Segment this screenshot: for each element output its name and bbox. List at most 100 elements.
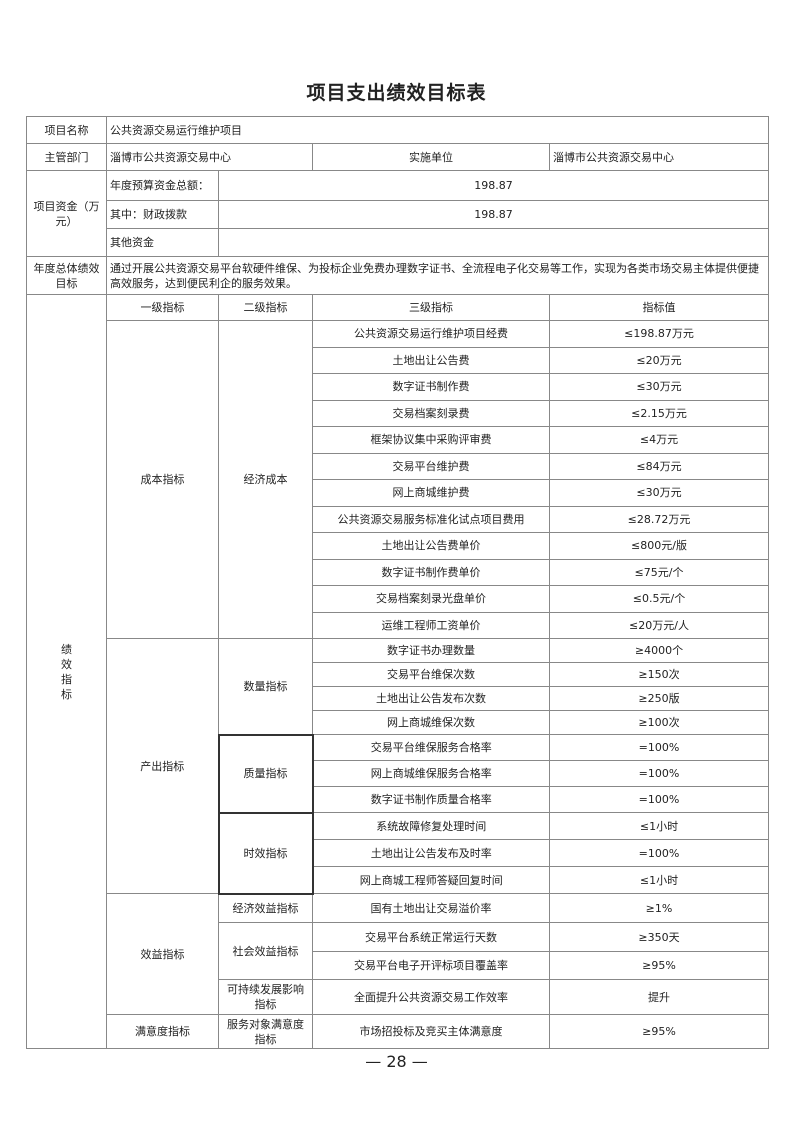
level3-indicator: 公共资源交易服务标准化试点项目费用 xyxy=(312,505,550,533)
dept-label: 主管部门 xyxy=(26,143,107,171)
level3-indicator: 网上商城工程师答疑回复时间 xyxy=(312,866,550,894)
level2-indicator: 经济效益指标 xyxy=(218,893,313,923)
level2-indicator: 可持续发展影响指标 xyxy=(218,979,313,1015)
indicator-row: 网上商城维保服务合格率 =100% xyxy=(27,760,769,787)
impl-label: 实施单位 xyxy=(312,143,550,171)
level2-indicator: 社会效益指标 xyxy=(218,922,313,980)
dept-value: 淄博市公共资源交易中心 xyxy=(106,143,313,171)
indicator-row: 框架协议集中采购评审费 ≤4万元 xyxy=(27,426,769,454)
indicator-value: ≤20万元 xyxy=(549,346,769,374)
level3-indicator: 交易档案刻录费 xyxy=(312,399,550,427)
level1-indicator: 产出指标 xyxy=(106,638,219,894)
indicator-row: 交易档案刻录费 ≤2.15万元 xyxy=(27,399,769,427)
indicator-value: =100% xyxy=(549,786,769,813)
indicators-label: 绩效指标 xyxy=(26,294,107,1049)
indicator-value: ≤198.87万元 xyxy=(549,320,769,348)
level3-indicator: 网上商城维护费 xyxy=(312,479,550,507)
indicator-row: 网上商城维护费 ≤30万元 xyxy=(27,479,769,507)
indicator-row: 数字证书制作费 ≤30万元 xyxy=(27,373,769,401)
indicator-value: ≤4万元 xyxy=(549,426,769,454)
indicator-row: 可持续发展影响指标 全面提升公共资源交易工作效率 提升 xyxy=(27,979,769,1015)
level3-indicator: 数字证书制作质量合格率 xyxy=(312,786,550,813)
level2-indicator: 经济成本 xyxy=(218,320,313,639)
level3-indicator: 交易平台系统正常运行天数 xyxy=(312,922,550,952)
page-title: 项目支出绩效目标表 xyxy=(306,82,487,104)
indicator-row: 土地出让公告发布次数 ≥250版 xyxy=(27,686,769,711)
indicator-value: ≥150次 xyxy=(549,662,769,687)
goal-label: 年度总体绩效目标 xyxy=(26,256,107,295)
level3-indicator: 交易平台电子开评标项目覆盖率 xyxy=(312,951,550,980)
indicator-row: 土地出让公告费 ≤20万元 xyxy=(27,346,769,374)
indicator-row: 效益指标 经济效益指标 国有土地出让交易溢价率 ≥1% xyxy=(27,893,769,1015)
level3-indicator: 交易平台维护费 xyxy=(312,452,550,480)
indicator-value: ≤30万元 xyxy=(549,479,769,507)
indicator-row: 社会效益指标 交易平台系统正常运行天数 ≥350天 xyxy=(27,922,769,980)
level3-indicator: 运维工程师工资单价 xyxy=(312,611,550,639)
funds-fiscal-value: 198.87 xyxy=(218,200,769,229)
indicator-value: ≤20万元/人 xyxy=(549,611,769,639)
indicator-value: =100% xyxy=(549,839,769,867)
level1-indicator: 成本指标 xyxy=(106,320,219,639)
indicator-value: ≤2.15万元 xyxy=(549,399,769,427)
header-level3: 三级指标 xyxy=(312,294,550,321)
indicator-value: ≤75元/个 xyxy=(549,558,769,586)
level3-indicator: 土地出让公告发布次数 xyxy=(312,686,550,711)
indicator-value: ≤1小时 xyxy=(549,866,769,894)
level3-indicator: 市场招投标及竞买主体满意度 xyxy=(312,1014,550,1049)
indicator-value: 提升 xyxy=(549,979,769,1015)
level2-indicator: 质量指标 xyxy=(217,733,314,814)
funds-other-label: 其他资金 xyxy=(106,228,219,257)
funds-total-value: 198.87 xyxy=(218,170,769,201)
indicator-value: ≤1小时 xyxy=(549,812,769,840)
level2-indicator: 时效指标 xyxy=(217,811,314,895)
funds-fiscal-label: 其中：财政拨款 xyxy=(106,200,219,229)
impl-value: 淄博市公共资源交易中心 xyxy=(549,143,769,171)
level3-indicator: 网上商城维保服务合格率 xyxy=(312,760,550,787)
level2-indicator: 数量指标 xyxy=(218,638,313,735)
level3-indicator: 框架协议集中采购评审费 xyxy=(312,426,550,454)
indicator-row: 土地出让公告费单价 ≤800元/版 xyxy=(27,532,769,560)
indicator-row: 数字证书制作费单价 ≤75元/个 xyxy=(27,558,769,586)
level3-indicator: 数字证书办理数量 xyxy=(312,638,550,663)
level3-indicator: 数字证书制作费 xyxy=(312,373,550,401)
level3-indicator: 数字证书制作费单价 xyxy=(312,558,550,586)
indicator-value: ≤28.72万元 xyxy=(549,505,769,533)
indicator-value: ≤800元/版 xyxy=(549,532,769,560)
indicator-row: 网上商城维保次数 ≥100次 xyxy=(27,710,769,735)
indicator-value: ≥100次 xyxy=(549,710,769,735)
level3-indicator: 交易平台维保次数 xyxy=(312,662,550,687)
performance-target-table: 项目名称 公共资源交易运行维护项目 主管部门 淄博市公共资源交易中心 实施单位 … xyxy=(26,116,769,1049)
funds-label: 项目资金（万元） xyxy=(26,170,107,257)
indicator-row: 满意度指标 服务对象满意度指标 市场招投标及竞买主体满意度 ≥95% xyxy=(27,1014,769,1049)
level3-indicator: 交易平台维保服务合格率 xyxy=(312,734,550,761)
level1-indicator: 满意度指标 xyxy=(106,1014,219,1049)
indicator-value: ≥4000个 xyxy=(549,638,769,663)
level3-indicator: 网上商城维保次数 xyxy=(312,710,550,735)
header-value: 指标值 xyxy=(549,294,769,321)
indicator-value: =100% xyxy=(549,760,769,787)
level3-indicator: 交易档案刻录光盘单价 xyxy=(312,585,550,613)
level1-indicator: 效益指标 xyxy=(106,893,219,1015)
indicator-row: 运维工程师工资单价 ≤20万元/人 xyxy=(27,611,769,639)
indicator-row: 交易平台电子开评标项目覆盖率 ≥95% xyxy=(27,951,769,980)
indicator-value: ≥350天 xyxy=(549,922,769,952)
level3-indicator: 全面提升公共资源交易工作效率 xyxy=(312,979,550,1015)
project-name: 公共资源交易运行维护项目 xyxy=(106,116,769,144)
indicator-value: =100% xyxy=(549,734,769,761)
indicator-value: ≥95% xyxy=(549,1014,769,1049)
indicator-row: 公共资源交易服务标准化试点项目费用 ≤28.72万元 xyxy=(27,505,769,533)
indicator-value: ≤30万元 xyxy=(549,373,769,401)
level3-indicator: 土地出让公告发布及时率 xyxy=(312,839,550,867)
page-number: — 28 — xyxy=(365,1052,428,1071)
indicator-row: 质量指标 交易平台维保服务合格率 =100% xyxy=(27,733,769,814)
indicator-row: 土地出让公告发布及时率 =100% xyxy=(27,839,769,867)
indicator-value: ≥95% xyxy=(549,951,769,980)
project-name-label: 项目名称 xyxy=(26,116,107,144)
indicator-value: ≤0.5元/个 xyxy=(549,585,769,613)
funds-total-label: 年度预算资金总额： xyxy=(106,170,219,201)
level3-indicator: 系统故障修复处理时间 xyxy=(312,812,550,840)
level2-indicator: 服务对象满意度指标 xyxy=(218,1014,313,1049)
header-level2: 二级指标 xyxy=(218,294,313,321)
indicator-row: 产出指标 数量指标 数字证书办理数量 ≥4000个 xyxy=(27,638,769,894)
goal-text: 通过开展公共资源交易平台软硬件维保、为投标企业免费办理数字证书、全流程电子化交易… xyxy=(106,256,769,295)
